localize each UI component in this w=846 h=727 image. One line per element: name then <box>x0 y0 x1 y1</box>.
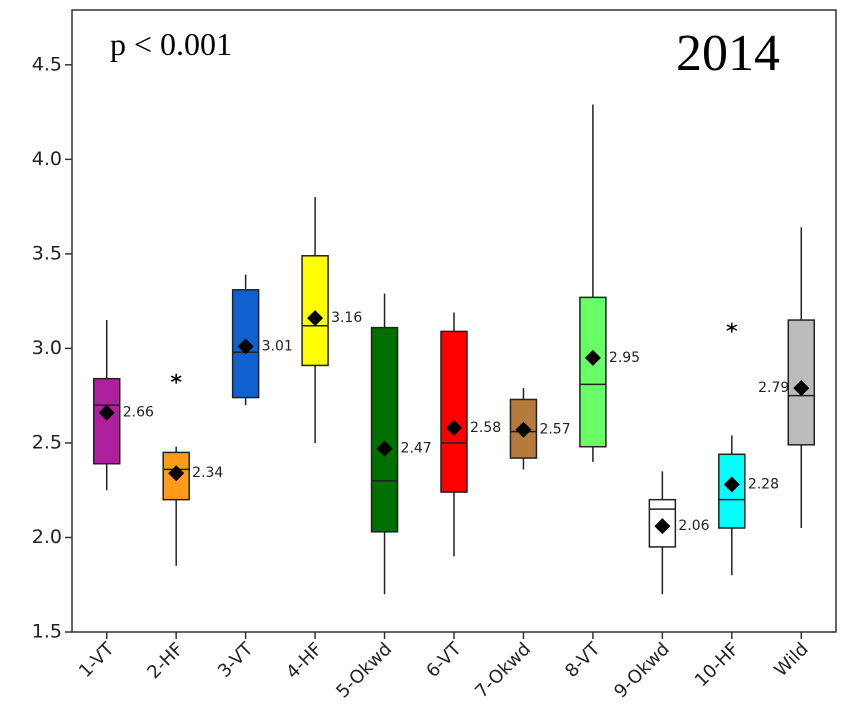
mean-marker <box>446 419 462 436</box>
mean-label: 2.06 <box>678 518 709 534</box>
x-tick-label: 10-HF <box>691 639 744 692</box>
mean-marker <box>168 465 185 482</box>
y-tick-label: 2.0 <box>32 526 62 548</box>
box <box>440 330 468 493</box>
outlier-stroke <box>726 324 738 331</box>
y-tick-label: 3.0 <box>32 337 62 359</box>
mean-label: 2.47 <box>401 441 432 457</box>
box <box>92 377 121 465</box>
x-tick-label: 2-HF <box>143 639 187 683</box>
x-tick-label: 4-HF <box>282 639 326 683</box>
y-tick-label: 3.5 <box>32 242 62 264</box>
x-tick-label: 3-VT <box>214 638 258 682</box>
mean-marker <box>98 404 115 421</box>
x-tick-label: 5-Okwd <box>332 639 396 703</box>
y-tick-label: 4.0 <box>32 148 62 170</box>
x-tick-label: 8-VT <box>561 638 605 682</box>
x-tick-label: Wild <box>770 639 812 681</box>
mean-label: 2.57 <box>539 422 570 438</box>
mean-marker <box>584 349 601 366</box>
mean-label: 2.58 <box>470 420 501 436</box>
box <box>370 326 399 533</box>
mean-label: 3.01 <box>262 339 293 355</box>
box <box>509 398 538 459</box>
outlier <box>170 373 182 384</box>
annotation: 2014 <box>676 25 780 82</box>
mean-marker <box>237 338 254 355</box>
outlier-stroke <box>170 375 182 382</box>
mean-marker <box>376 440 393 457</box>
x-tick-label: 1-VT <box>75 638 119 682</box>
mean-marker <box>793 380 810 397</box>
y-tick-label: 1.5 <box>32 621 62 643</box>
mean-marker <box>723 476 740 493</box>
mean-marker <box>654 518 671 535</box>
mean-label: 2.28 <box>748 477 779 493</box>
mean-label: 2.66 <box>123 405 154 421</box>
x-tick-label: 7-Okwd <box>471 639 535 703</box>
y-tick-label: 4.5 <box>32 53 62 75</box>
mean-marker <box>515 421 532 438</box>
box <box>579 296 607 448</box>
y-tick-label: 2.5 <box>32 431 62 453</box>
x-tick-label: 9-Okwd <box>610 639 674 703</box>
mean-label: 2.34 <box>192 465 223 481</box>
mean-label: 2.95 <box>609 350 640 366</box>
annotation: p < 0.001 <box>110 26 232 62</box>
x-tick-label: 6-VT <box>422 638 466 682</box>
mean-marker <box>307 310 324 327</box>
mean-label: 2.79 <box>758 380 789 396</box>
mean-label: 3.16 <box>331 310 362 326</box>
outlier <box>726 322 738 333</box>
